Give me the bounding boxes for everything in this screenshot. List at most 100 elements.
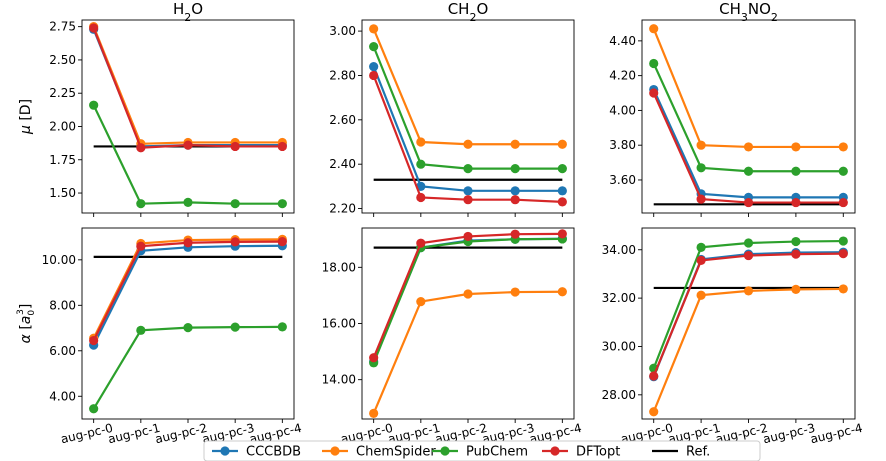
y-tick-label: 10.00 (42, 253, 76, 267)
data-point-pubchem (230, 322, 240, 332)
data-point-dftopt (696, 194, 706, 204)
data-point-dftopt (463, 195, 473, 205)
data-point-chemspider (649, 24, 659, 34)
data-point-cccbdb (463, 186, 473, 196)
data-point-dftopt (649, 371, 659, 381)
series-dftopt (369, 229, 567, 363)
axes-frame (81, 19, 295, 214)
y-tick-label: 2.75 (49, 20, 76, 34)
y-tick-label: 2.25 (49, 86, 76, 100)
legend-label: ChemSpider (356, 445, 436, 460)
y-tick-label: 4.00 (609, 103, 636, 117)
series-dftopt (369, 70, 567, 207)
series-line-cccbdb (92, 28, 283, 148)
data-point-pubchem (510, 164, 520, 174)
data-point-chemspider (463, 139, 473, 149)
data-point-chemspider (743, 286, 754, 296)
data-point-dftopt (416, 238, 426, 248)
y-tick-label: 3.80 (609, 138, 636, 152)
data-point-pubchem (136, 199, 146, 209)
y-tick-label: 3.60 (609, 173, 636, 187)
series-dftopt (89, 237, 287, 346)
data-point-chemspider (510, 287, 520, 297)
series-chemspider (649, 284, 848, 417)
data-point-dftopt (230, 237, 240, 247)
series-line-dftopt (652, 252, 844, 377)
data-point-dftopt (89, 23, 99, 33)
legend-swatch-marker (440, 446, 450, 456)
panel-ch2o-alpha: 14.0016.0018.00aug-pc-0aug-pc-1aug-pc-2a… (322, 227, 583, 446)
data-point-dftopt (838, 197, 848, 208)
y-tick-label: 2.50 (49, 53, 76, 67)
data-point-pubchem (838, 166, 848, 176)
data-point-chemspider (463, 289, 473, 299)
legend-label: Ref. (686, 445, 710, 460)
panel-ch3no2-mu: 3.60 3.80 4.00 4.20 4.40 CH3NO2 (609, 0, 856, 217)
panel-ch3no2-alpha: 28.0030.0032.0034.00aug-pc-0aug-pc-1aug-… (602, 227, 864, 447)
series-dftopt (649, 88, 848, 208)
panel-ch2o-mu: 2.20 2.40 2.60 2.80 3.00 CH2O (329, 0, 575, 217)
data-point-pubchem (696, 242, 706, 252)
series-chemspider (369, 287, 567, 418)
data-point-pubchem (183, 197, 193, 207)
data-point-dftopt (136, 241, 146, 251)
data-point-dftopt (463, 231, 473, 242)
data-point-pubchem (369, 42, 379, 52)
data-point-chemspider (743, 142, 754, 152)
data-point-chemspider (557, 139, 567, 149)
x-tick-label: aug-pc-4 (809, 421, 864, 447)
series-chemspider (89, 22, 287, 149)
data-point-pubchem (230, 199, 240, 209)
data-point-chemspider (510, 139, 520, 149)
y-tick-label: 2.80 (329, 68, 356, 82)
data-point-dftopt (557, 197, 567, 207)
data-point-dftopt (510, 195, 520, 205)
data-point-chemspider (416, 137, 426, 147)
data-point-dftopt (369, 70, 379, 81)
data-point-chemspider (696, 140, 706, 150)
legend-label: DFTopt (576, 445, 620, 460)
y-tick-label: 2.20 (329, 202, 356, 216)
y-tick-label: 6.00 (49, 344, 76, 358)
y-tick-label: 2.60 (329, 113, 356, 127)
y-tick-label: 14.00 (322, 373, 356, 387)
data-point-dftopt (416, 192, 426, 203)
data-point-chemspider (791, 284, 801, 295)
axes-frame (361, 227, 575, 420)
data-point-pubchem (183, 322, 193, 333)
series-line-pubchem (92, 325, 283, 410)
series-line-chemspider (92, 26, 283, 145)
data-point-dftopt (183, 238, 193, 248)
data-point-dftopt (743, 250, 754, 261)
data-point-dftopt (89, 335, 99, 346)
data-point-cccbdb (557, 186, 567, 196)
y-axis-label: α [a03] (16, 304, 37, 344)
legend-swatch-marker (330, 446, 340, 456)
data-point-dftopt (510, 229, 520, 239)
data-point-pubchem (277, 322, 287, 332)
series-line-chemspider (372, 28, 563, 146)
data-point-dftopt (791, 249, 801, 259)
legend-entry-ref: Ref. (652, 445, 710, 460)
data-point-pubchem (743, 166, 754, 176)
y-tick-label: 1.50 (49, 186, 76, 200)
data-point-dftopt (743, 197, 754, 208)
series-line-chemspider (652, 28, 844, 149)
y-tick-label: 28.00 (602, 388, 636, 402)
series-dftopt (89, 23, 287, 153)
series-line-cccbdb (372, 237, 563, 362)
legend-swatch-marker (220, 446, 230, 456)
series-line-dftopt (92, 27, 283, 149)
legend-entry-cccbdb: CCCBDB (212, 445, 301, 460)
data-point-pubchem (463, 164, 473, 174)
data-point-dftopt (277, 237, 287, 247)
data-point-chemspider (838, 142, 848, 152)
y-tick-label: 4.20 (609, 69, 636, 83)
data-point-dftopt (838, 249, 848, 259)
data-point-dftopt (557, 229, 567, 239)
data-point-dftopt (183, 140, 193, 150)
legend: CCCBDB ChemSpider PubChem DFTopt Ref. (203, 440, 761, 461)
data-point-dftopt (136, 143, 146, 153)
data-point-pubchem (89, 404, 99, 414)
